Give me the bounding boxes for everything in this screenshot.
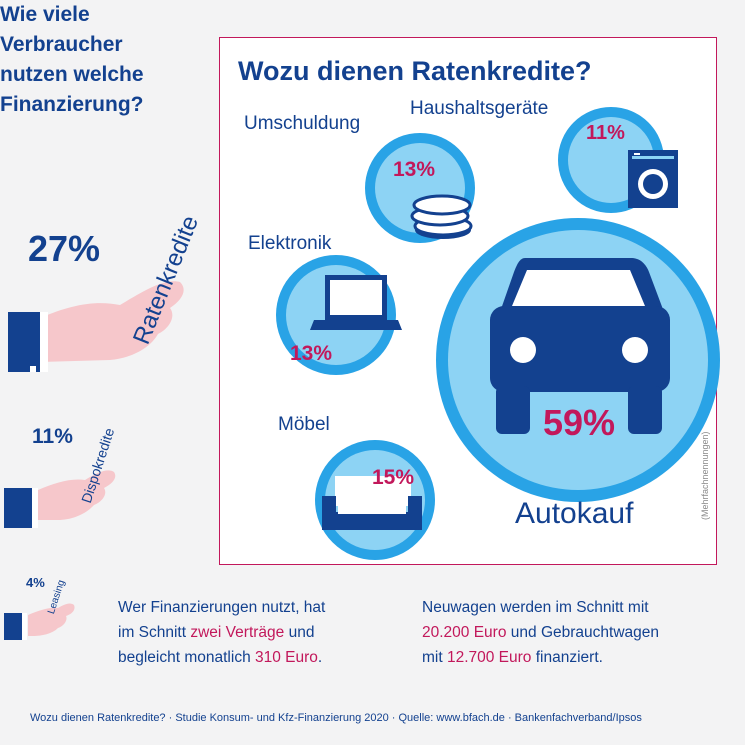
label-autokauf: Autokauf — [515, 497, 634, 530]
left-panel-title: Wie viele Verbraucher nutzen welche Fina… — [0, 3, 144, 116]
label-elektronik: Elektronik — [248, 233, 332, 254]
value-elektronik: 13% — [290, 342, 333, 365]
laptop-icon — [310, 275, 402, 330]
ratenkredite-value: 27% — [28, 228, 101, 269]
label-haushaltsgeraete: Haushaltsgeräte — [410, 98, 549, 119]
label-umschuldung: Umschuldung — [244, 113, 361, 134]
leasing-value: 4% — [26, 575, 45, 590]
stats-left-line2: im Schnitt zwei Verträge und — [118, 624, 315, 641]
value-haushaltsgeraete: 11% — [586, 122, 625, 144]
stats-right-line2: 20.200 Euro und Gebrauchtwagen — [422, 624, 659, 641]
stats-right-line3: mit 12.700 Euro finanziert. — [422, 649, 603, 666]
stats-left-line3: begleicht monatlich 310 Euro. — [118, 649, 323, 666]
stats-right: Neuwagen werden im Schnitt mit 20.200 Eu… — [422, 595, 659, 670]
value-umschuldung: 13% — [393, 158, 436, 181]
hand-icon — [8, 281, 184, 372]
value-moebel: 15% — [372, 466, 415, 489]
car-icon — [490, 258, 670, 434]
hand-icon — [4, 470, 116, 528]
note-mehrfachnennungen: (Mehrfachnennungen) — [700, 431, 710, 520]
sofa-icon — [322, 476, 422, 530]
dispokredite-value: 11% — [32, 425, 73, 448]
chart-title: Wozu dienen Ratenkredite? — [238, 56, 592, 86]
value-autokauf: 59% — [543, 402, 616, 443]
hand-icon — [4, 603, 75, 640]
stats-left-line1: Wer Finanzierungen nutzt, hat — [118, 599, 326, 616]
stats-left: Wer Finanzierungen nutzt, hat im Schnitt… — [118, 595, 325, 670]
coins-icon — [410, 194, 473, 239]
label-moebel: Möbel — [278, 414, 330, 435]
stats-right-line1: Neuwagen werden im Schnitt mit — [422, 599, 649, 616]
washing-machine-icon — [628, 150, 678, 208]
footer-source: Wozu dienen Ratenkredite? · Studie Konsu… — [30, 712, 642, 724]
